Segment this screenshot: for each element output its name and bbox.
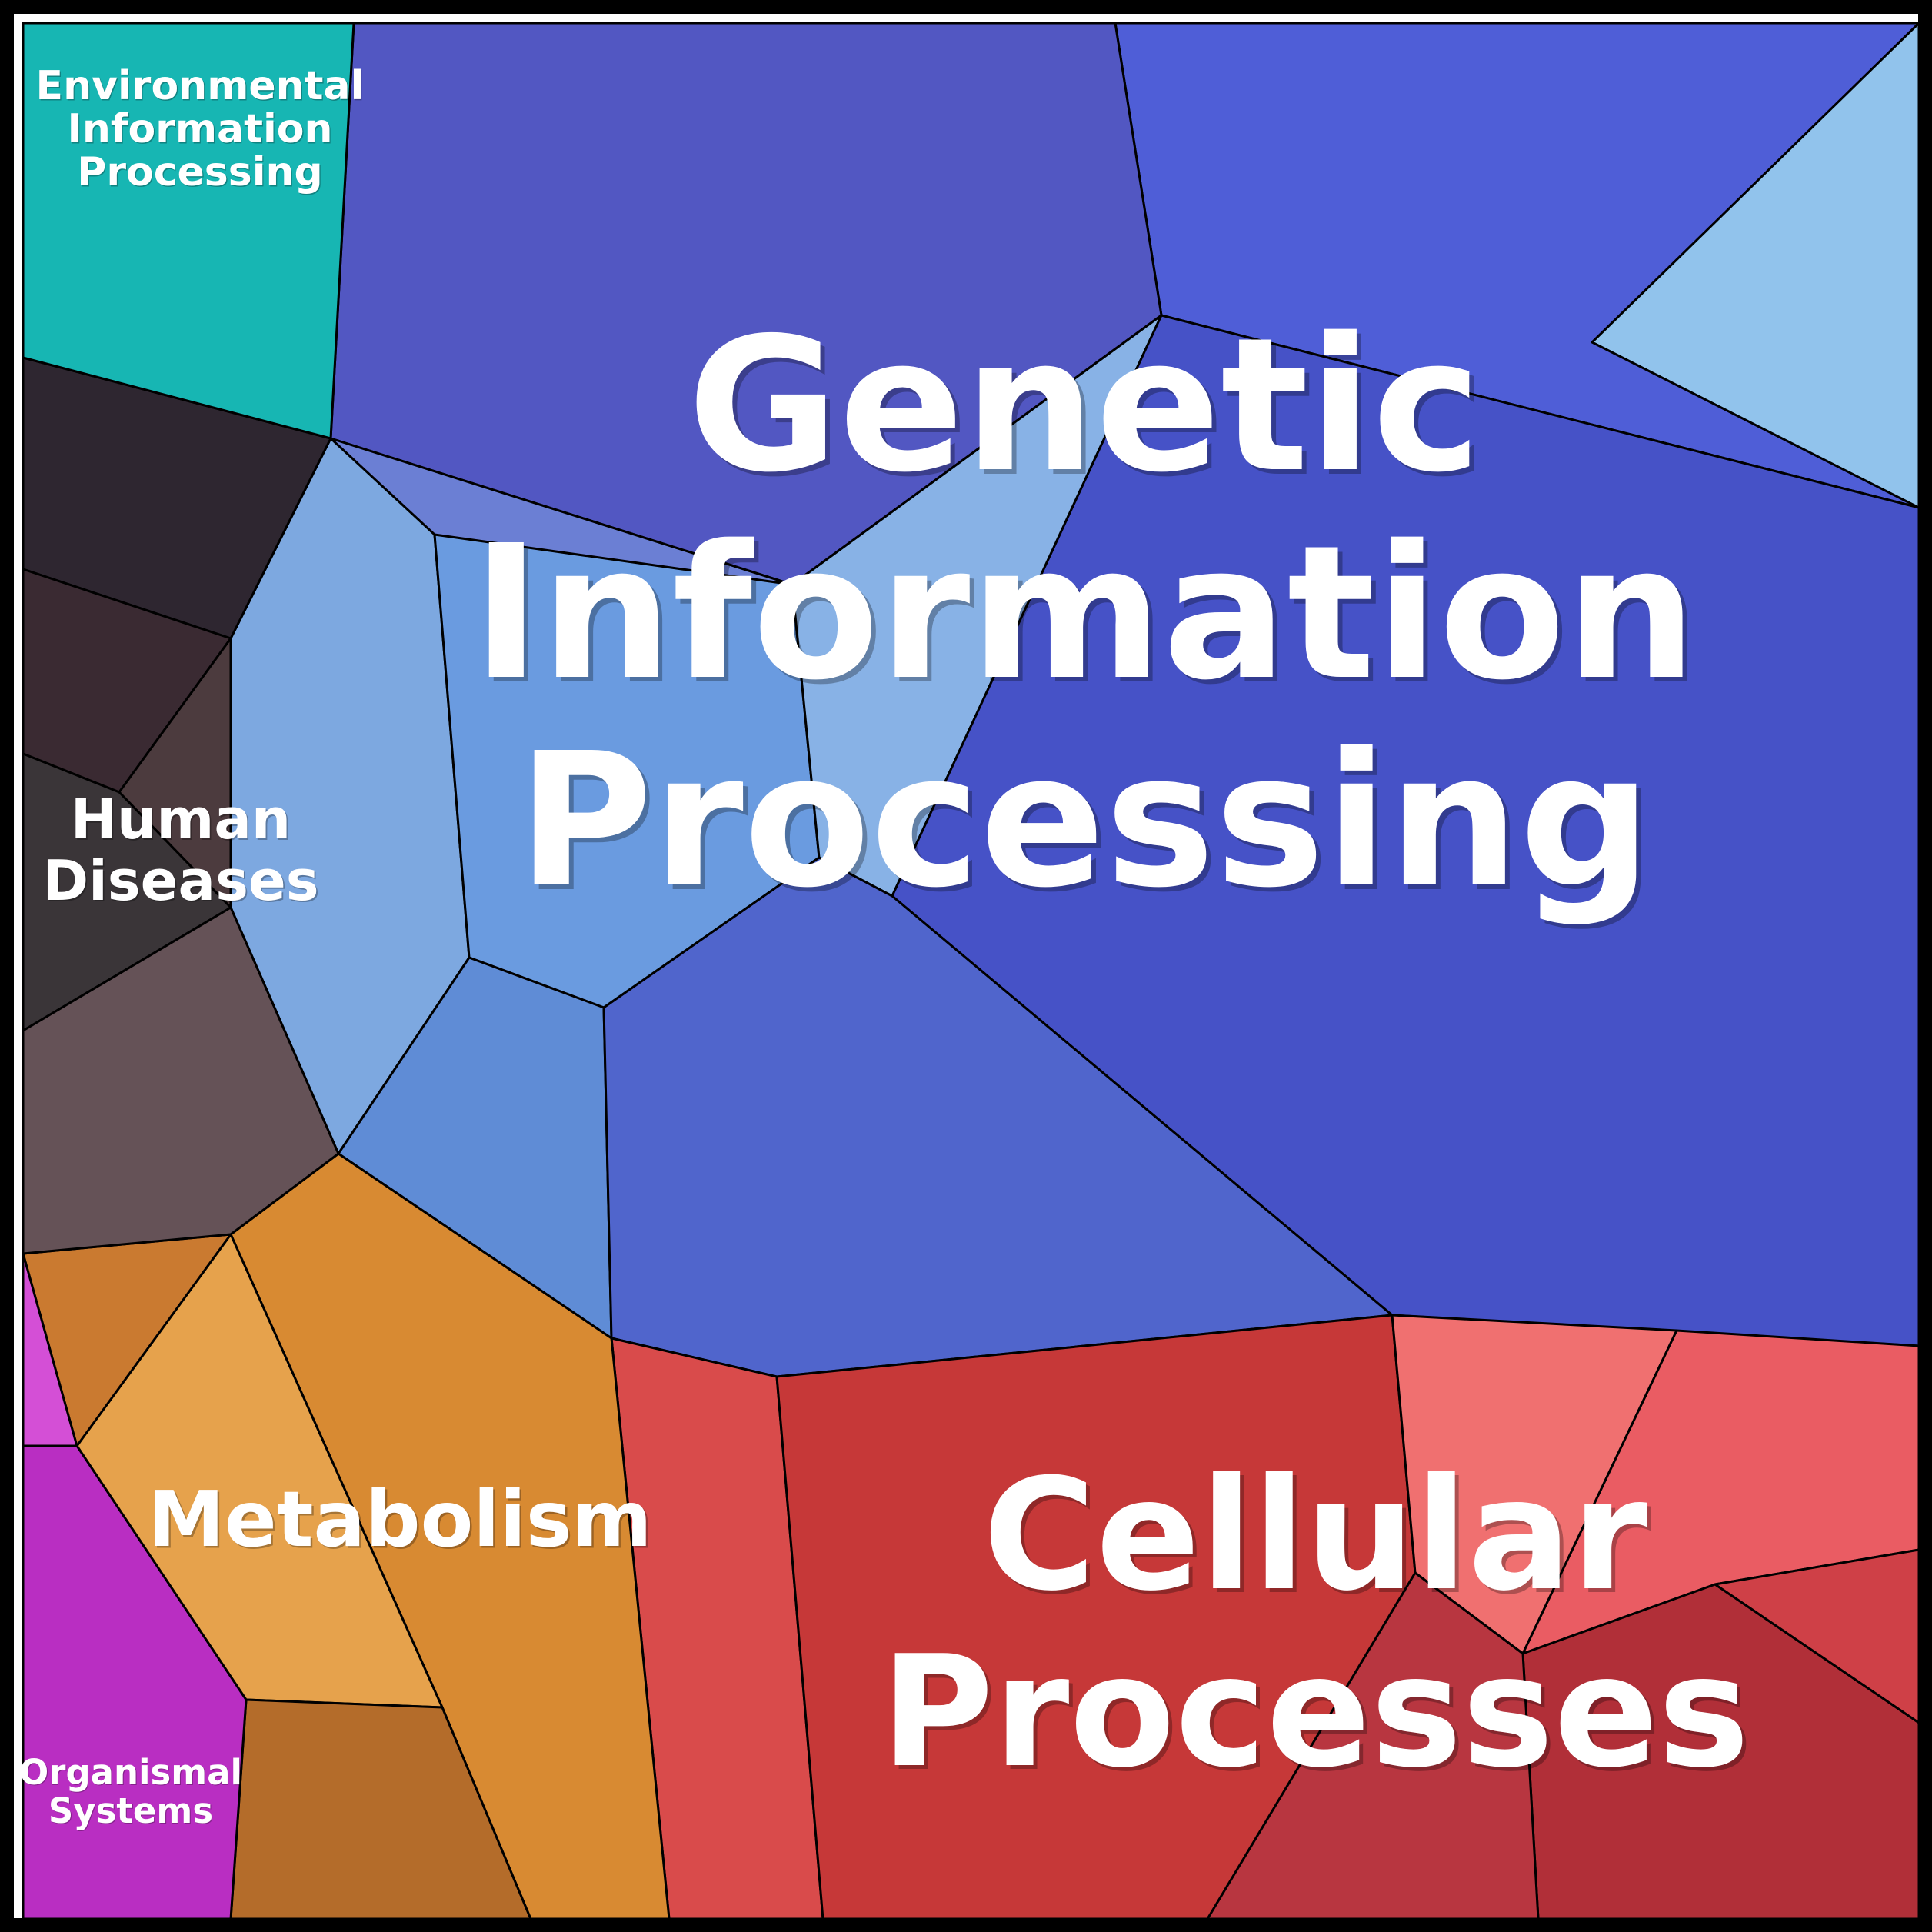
label-human-line-1: Diseases <box>42 848 318 913</box>
label-genetic-line-1: Information <box>472 505 1697 721</box>
label-human-line-0: Human <box>71 787 291 851</box>
label-env: EnvironmentalInformationProcessing <box>36 63 365 195</box>
label-genetic-line-2: Processing <box>518 713 1652 928</box>
label-organismal-line-0: Organismal <box>19 1752 242 1793</box>
voronoi-treemap: GeneticInformationProcessingGeneticInfor… <box>0 0 1932 1932</box>
label-cellular-line-0: Cellular <box>983 1446 1647 1625</box>
label-cellular: CellularProcesses <box>881 1446 1750 1802</box>
label-organismal: OrganismalSystems <box>19 1752 242 1831</box>
label-metabolism: Metabolism <box>148 1474 651 1564</box>
label-env-line-1: Information <box>67 106 332 152</box>
label-genetic-line-0: Genetic <box>688 298 1482 513</box>
label-cellular-line-1: Processes <box>881 1623 1750 1802</box>
label-metabolism-line-0: Metabolism <box>148 1474 651 1564</box>
label-env-line-0: Environmental <box>36 63 365 109</box>
label-env-line-2: Processing <box>77 149 323 195</box>
label-human: HumanDiseases <box>42 787 318 913</box>
label-organismal-line-1: Systems <box>48 1790 213 1831</box>
